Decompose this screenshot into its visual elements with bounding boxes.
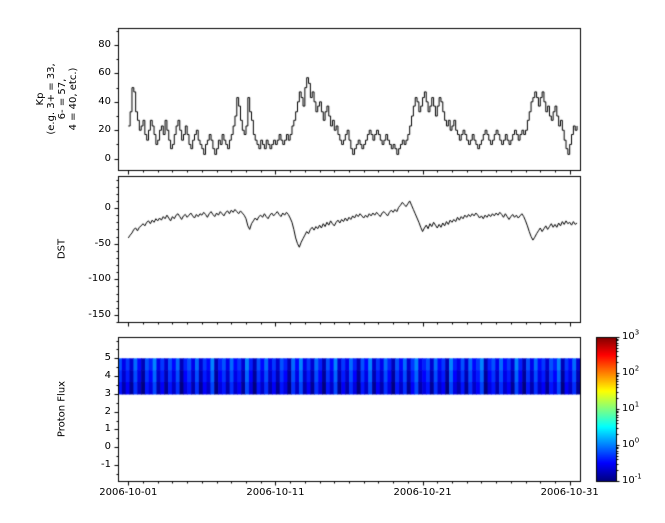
kp-y-tick-label: 80 [98, 39, 111, 51]
kp-y-tick-label: 60 [98, 67, 111, 79]
proton_flux-y-tick-label: 2 [104, 405, 111, 417]
dst-y-tick-label: -150 [88, 308, 111, 320]
colorbar-tick-label: 10-1 [622, 472, 642, 486]
x-tick-label: 2006-10-01 [99, 487, 158, 498]
dst-y-tick-label: 0 [104, 202, 111, 214]
x-tick-label: 2006-10-21 [393, 487, 452, 498]
x-tick-label: 2006-10-11 [246, 487, 305, 498]
colorbar-tick-label: 100 [622, 436, 640, 450]
kp-y-tick-label: 40 [98, 95, 111, 107]
dst-y-tick-label: -100 [88, 273, 111, 285]
proton_flux-y-tick-label: -1 [101, 459, 111, 470]
kp-y-tick-label: 0 [104, 152, 111, 164]
proton_flux-y-tick-label: 5 [104, 352, 111, 364]
proton_flux-y-tick-label: 3 [104, 387, 111, 399]
proton_flux-y-tick-label: 4 [104, 370, 111, 382]
colorbar-tick-label: 102 [622, 364, 640, 378]
colorbar-tick-label: 103 [622, 328, 640, 342]
dst-y-tick-label: -50 [94, 237, 111, 249]
kp-y-tick-label: 20 [98, 124, 111, 136]
x-tick-label: 2006-10-31 [540, 487, 599, 498]
proton_flux-y-tick-label: 1 [104, 423, 111, 435]
colorbar-tick-label: 101 [622, 400, 640, 414]
proton_flux-y-tick-label: 0 [104, 441, 111, 453]
